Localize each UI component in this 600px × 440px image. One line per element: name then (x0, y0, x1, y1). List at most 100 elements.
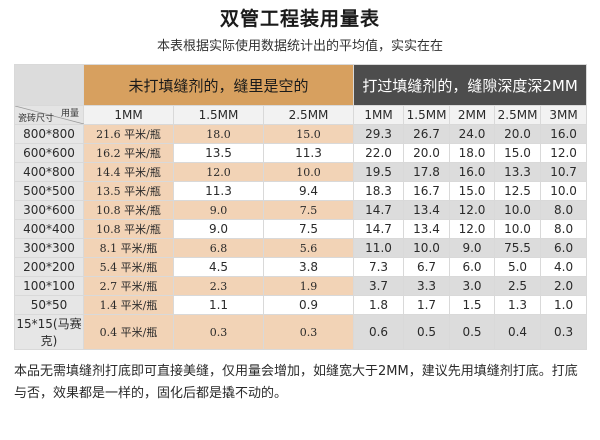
left-value-cell: 0.3 (173, 314, 264, 350)
right-value-cell: 18.3 (353, 181, 405, 201)
table-row: 100*100 2.7 平米/瓶 2.3 1.9 3.7 3.3 3.0 2.5 2.0 (14, 276, 588, 296)
usage-rate-cell: 8.1 平米/瓶 (83, 238, 174, 258)
right-value-cell: 3.7 (353, 276, 405, 296)
left-value-cell: 9.4 (262, 181, 355, 201)
left-value-cell: 2.3 (173, 276, 264, 296)
table-row: 300*600 10.8 平米/瓶 9.0 7.5 14.7 13.4 12.0 10.0 8.… (14, 200, 588, 220)
right-value-cell: 29.3 (353, 124, 405, 144)
right-value-cell: 11.0 (353, 238, 405, 258)
right-value-cell: 12.0 (540, 143, 588, 163)
right-value-cell: 14.7 (353, 219, 405, 239)
right-value-cell: 3.3 (403, 276, 451, 296)
right-value-cell: 8.0 (540, 219, 588, 239)
right-value-cell: 1.3 (494, 295, 542, 315)
right-value-cell: 1.5 (449, 295, 496, 315)
table-row: 600*600 16.2 平米/瓶 13.5 11.3 22.0 20.0 18.0 15.0… (14, 143, 588, 163)
group-header-row: 未打填缝剂的，缝里是空的 打过填缝剂的，缝隙深度深2MM (14, 64, 588, 106)
table-row: 800*800 21.6 平米/瓶 18.0 15.0 29.3 26.7 24.0 20.0… (14, 124, 588, 144)
right-value-cell: 8.0 (540, 200, 588, 220)
right-value-cell: 20.0 (403, 143, 451, 163)
table-row: 200*200 5.4 平米/瓶 4.5 3.8 7.3 6.7 6.0 5.0 4.0 (14, 257, 588, 277)
right-value-cell: 24.0 (449, 124, 496, 144)
table-row: 15*15(马赛克) 0.4 平米/瓶 0.3 0.3 0.6 0.5 0.5 0.4 0.3 (14, 314, 588, 350)
usage-rate-cell: 0.4 平米/瓶 (83, 314, 174, 350)
right-value-cell: 17.8 (403, 162, 451, 182)
right-value-cell: 9.0 (449, 238, 496, 258)
left-value-cell: 11.3 (262, 143, 355, 163)
right-value-cell: 4.0 (540, 257, 588, 277)
tile-size-cell: 15*15(马赛克) (14, 314, 84, 350)
corner-label-usage: 用量 (60, 109, 79, 119)
right-value-cell: 10.7 (540, 162, 588, 182)
tile-size-cell: 300*600 (14, 200, 84, 220)
col-header-right-1: 1.5MM (403, 105, 451, 125)
right-value-cell: 1.8 (353, 295, 405, 315)
right-value-cell: 0.3 (540, 314, 588, 350)
left-value-cell: 15.0 (262, 124, 355, 144)
right-value-cell: 26.7 (403, 124, 451, 144)
diagonal-line (15, 106, 84, 124)
left-value-cell: 12.0 (173, 162, 264, 182)
left-value-cell: 0.3 (262, 314, 355, 350)
right-value-cell: 1.7 (403, 295, 451, 315)
left-value-cell: 1.9 (262, 276, 355, 296)
right-value-cell: 2.5 (494, 276, 542, 296)
left-value-cell: 13.5 (173, 143, 264, 163)
left-value-cell: 7.5 (262, 219, 355, 239)
col-header-right-0: 1MM (353, 105, 405, 125)
usage-rate-cell: 16.2 平米/瓶 (83, 143, 174, 163)
left-value-cell: 9.0 (173, 200, 264, 220)
right-group-header: 打过填缝剂的，缝隙深度深2MM (353, 64, 588, 106)
right-value-cell: 12.0 (449, 219, 496, 239)
usage-rate-cell: 1.4 平米/瓶 (83, 295, 174, 315)
left-group-header: 未打填缝剂的，缝里是空的 (82, 64, 355, 106)
right-value-cell: 2.0 (540, 276, 588, 296)
usage-rate-cell: 21.6 平米/瓶 (83, 124, 174, 144)
right-value-cell: 6.0 (540, 238, 588, 258)
left-value-cell: 6.8 (173, 238, 264, 258)
usage-rate-cell: 10.8 平米/瓶 (83, 200, 174, 220)
right-value-cell: 0.5 (403, 314, 451, 350)
table-row: 50*50 1.4 平米/瓶 1.1 0.9 1.8 1.7 1.5 1.3 1.0 (14, 295, 588, 315)
right-value-cell: 13.4 (403, 219, 451, 239)
corner-cell: 用量 瓷砖尺寸 (14, 105, 84, 125)
tile-size-cell: 400*800 (14, 162, 84, 182)
left-value-cell: 10.0 (262, 162, 355, 182)
tile-size-cell: 300*300 (14, 238, 84, 258)
column-header-row: 用量 瓷砖尺寸 1MM 1.5MM 2.5MM 1MM 1.5MM 2MM 2.… (14, 105, 588, 125)
right-value-cell: 7.3 (353, 257, 405, 277)
usage-rate-cell: 14.4 平米/瓶 (83, 162, 174, 182)
right-value-cell: 10.0 (494, 200, 542, 220)
table-row: 500*500 13.5 平米/瓶 11.3 9.4 18.3 16.7 15.0 12.5 1… (14, 181, 588, 201)
usage-rate-cell: 5.4 平米/瓶 (83, 257, 174, 277)
right-value-cell: 3.0 (449, 276, 496, 296)
page-subtitle: 本表根据实际使用数据统计出的平均值，实实在在 (156, 39, 443, 54)
right-value-cell: 10.0 (403, 238, 451, 258)
left-value-cell: 9.0 (173, 219, 264, 239)
left-value-cell: 18.0 (173, 124, 264, 144)
footer-note: 本品无需填缝剂打底即可直接美缝，仅用量会增加，如缝宽大于2MM，建议先用填缝剂打… (14, 364, 578, 401)
table-row: 400*400 10.8 平米/瓶 9.0 7.5 14.7 13.4 12.0 10.0 8.… (14, 219, 588, 239)
left-value-cell: 11.3 (173, 181, 264, 201)
col-header-left-1: 1.5MM (173, 105, 264, 125)
tile-size-cell: 500*500 (14, 181, 84, 201)
right-value-cell: 14.7 (353, 200, 405, 220)
tile-size-cell: 50*50 (14, 295, 84, 315)
left-value-cell: 4.5 (173, 257, 264, 277)
right-value-cell: 15.0 (494, 143, 542, 163)
col-header-right-2: 2MM (449, 105, 496, 125)
col-header-left-2: 2.5MM (262, 105, 355, 125)
header-blank-cell (14, 64, 84, 106)
right-value-cell: 0.6 (353, 314, 405, 350)
right-value-cell: 6.7 (403, 257, 451, 277)
right-value-cell: 12.5 (494, 181, 542, 201)
left-value-cell: 3.8 (262, 257, 355, 277)
table-row: 300*300 8.1 平米/瓶 6.8 5.6 11.0 10.0 9.0 75.5 6.0 (14, 238, 588, 258)
right-value-cell: 6.0 (449, 257, 496, 277)
tile-size-cell: 100*100 (14, 276, 84, 296)
left-value-cell: 7.5 (262, 200, 355, 220)
right-value-cell: 1.0 (540, 295, 588, 315)
corner-label-size: 瓷砖尺寸 (18, 114, 55, 124)
right-value-cell: 19.5 (353, 162, 405, 182)
tile-size-cell: 200*200 (14, 257, 84, 277)
